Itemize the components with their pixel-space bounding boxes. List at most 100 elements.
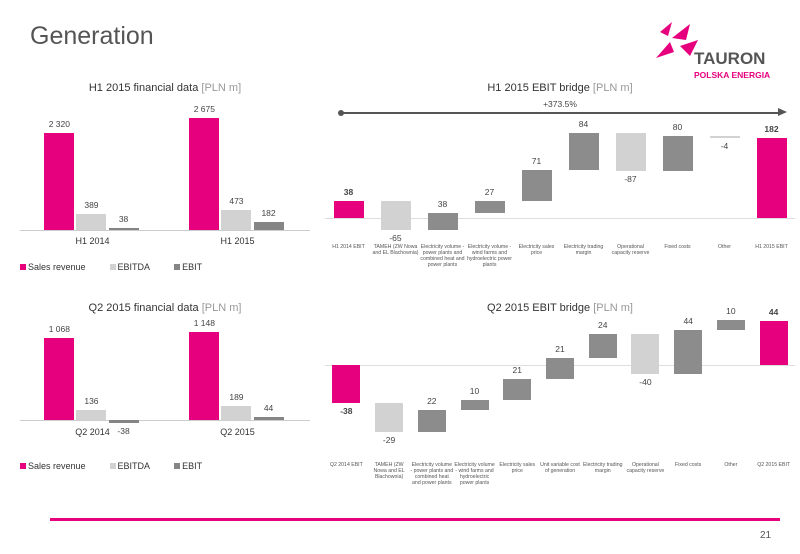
bar — [709, 136, 740, 138]
value-label: 21 — [512, 365, 522, 375]
bar — [631, 334, 660, 374]
value-label: 44 — [768, 307, 779, 317]
title-unit: [PLN m] — [592, 82, 633, 94]
value-label: 38 — [118, 214, 129, 225]
value-label: -87 — [624, 174, 637, 185]
baseline — [325, 218, 795, 219]
legend-swatch — [20, 264, 26, 270]
logo-tagline: POLSKA ENERGIA — [694, 70, 770, 80]
value-label: 27 — [484, 187, 495, 198]
x-tick-label: Electricity sales price — [499, 462, 536, 474]
value-label: -38 — [117, 425, 130, 436]
x-tick-label: H1 2014 EBIT — [332, 244, 365, 250]
x-tick-label: Fixed costs — [675, 462, 702, 468]
value-label: 71 — [531, 156, 542, 167]
legend-label: EBIT — [182, 262, 203, 272]
arrow-tail — [337, 109, 344, 116]
bar — [44, 132, 75, 230]
value-label: 80 — [672, 122, 683, 133]
bar — [189, 118, 220, 230]
x-tick-label: H1 2015 EBIT — [755, 244, 788, 250]
title-text: H1 2015 financial data — [88, 82, 199, 94]
bar — [333, 201, 364, 218]
value-label: 189 — [229, 391, 244, 402]
x-tick-label: Operational capacity reserve — [626, 462, 665, 474]
bar — [674, 330, 703, 374]
title-unit: [PLN m] — [201, 82, 242, 94]
bar — [108, 420, 139, 423]
legend-swatch — [174, 463, 181, 469]
bar — [76, 409, 107, 420]
value-label: 136 — [84, 395, 99, 406]
logo: TAURON POLSKA ENERGIA — [656, 22, 770, 80]
footer-line — [50, 518, 780, 521]
bar — [380, 201, 411, 230]
value-label: 22 — [427, 396, 437, 406]
value-label: 182 — [261, 208, 276, 219]
x-tick-label: Electricity sales price — [518, 244, 555, 256]
logo-name: TAURON — [694, 49, 765, 68]
bar — [756, 137, 787, 218]
value-label: 38 — [437, 199, 448, 210]
annotation: +373.5% — [543, 99, 577, 109]
title-text: Q2 2015 financial data — [88, 302, 199, 314]
bar — [503, 379, 532, 400]
legend-label: Sales revenue — [28, 262, 86, 272]
page-number: 21 — [760, 530, 772, 541]
chart-title: Q2 2015 EBIT bridge [PLN m] — [325, 302, 795, 314]
bar — [427, 213, 458, 230]
value-label: -4 — [720, 140, 729, 151]
x-tick-label: Q2 2014 — [75, 427, 110, 437]
x-tick-label: Electricity trading margin — [563, 244, 604, 256]
bar — [588, 334, 617, 358]
arrow-head — [777, 108, 787, 116]
x-tick-label: Electricity volume - power plants and co… — [420, 244, 465, 268]
legend-label: EBITDA — [117, 461, 151, 471]
value-label: -38 — [340, 406, 353, 416]
legend-label: Sales revenue — [28, 461, 86, 471]
value-label: 44 — [683, 316, 693, 326]
value-label: 21 — [555, 344, 565, 354]
bar — [76, 213, 107, 230]
x-tick-label: TAMEH (ZW Nowa and EL Blachownia) — [372, 244, 419, 256]
bar — [375, 403, 404, 432]
bar — [108, 228, 139, 230]
value-label: 38 — [343, 187, 354, 198]
bar — [189, 332, 220, 420]
x-tick-label: Electricity volume - wind farms and hydr… — [467, 244, 512, 268]
value-label: 84 — [578, 119, 589, 130]
legend-label: EBITDA — [117, 262, 151, 272]
bar — [460, 400, 489, 410]
x-tick-label: Fixed costs — [664, 244, 691, 250]
x-tick-label: Operational capacity reserve — [611, 244, 650, 256]
value-label: 2 320 — [48, 118, 70, 129]
value-label: 44 — [263, 402, 274, 413]
legend-swatch — [20, 463, 26, 469]
x-tick-label: Q2 2015 EBIT — [757, 462, 791, 468]
x-tick-label: Electricity trading margin — [582, 462, 623, 474]
title-text: Q2 2015 EBIT bridge — [487, 302, 591, 314]
bar — [568, 133, 599, 171]
bar — [716, 320, 745, 330]
value-label: 1 148 — [193, 318, 215, 328]
x-tick-label: Unit variable cost of generation — [540, 462, 580, 474]
value-label: 182 — [764, 123, 779, 134]
baseline — [20, 230, 310, 231]
baseline — [20, 420, 310, 421]
bar — [546, 358, 574, 379]
x-tick-label: Other — [718, 244, 731, 250]
bar — [521, 170, 552, 202]
x-tick-label: Q2 2015 — [220, 427, 255, 437]
chart-title: Q2 2015 financial data [PLN m] — [20, 302, 310, 314]
x-tick-label: Electricity volume - wind farms and hydr… — [454, 462, 495, 486]
x-tick-label: TAMEH (ZW Nowa and EL Blachownia) — [373, 462, 405, 480]
x-tick-label: Q2 2014 EBIT — [329, 462, 363, 468]
value-label: 10 — [469, 386, 480, 396]
legend-label: EBIT — [182, 461, 203, 471]
value-label: 473 — [229, 196, 244, 207]
value-label: 389 — [84, 199, 99, 210]
legend-swatch — [109, 264, 116, 270]
bar — [662, 136, 693, 172]
bar — [759, 321, 788, 365]
